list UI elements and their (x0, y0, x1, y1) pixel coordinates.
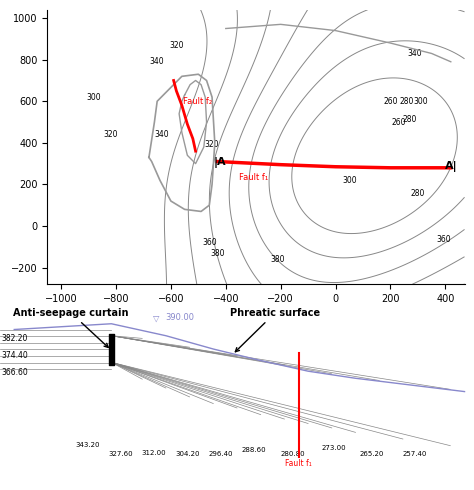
Text: 327.60: 327.60 (109, 451, 133, 457)
Text: 340: 340 (408, 49, 422, 58)
Text: 260: 260 (392, 118, 406, 126)
Text: 296.40: 296.40 (208, 451, 233, 457)
Text: Fault f₁: Fault f₁ (285, 459, 312, 468)
Text: 320: 320 (103, 130, 118, 139)
Text: 300: 300 (342, 176, 356, 185)
Text: Fault f₁: Fault f₁ (238, 173, 268, 182)
Text: 300: 300 (413, 97, 428, 106)
Text: 343.20: 343.20 (75, 442, 100, 448)
Text: 260: 260 (383, 97, 398, 106)
Text: 366.60: 366.60 (1, 368, 27, 377)
Text: 280.80: 280.80 (281, 451, 305, 457)
Text: 382.20: 382.20 (1, 334, 27, 343)
Text: Anti-seepage curtain: Anti-seepage curtain (13, 308, 129, 347)
Text: 304.20: 304.20 (175, 451, 200, 457)
Text: 300: 300 (87, 93, 101, 101)
Text: 374.40: 374.40 (1, 351, 27, 360)
Text: 340: 340 (154, 130, 169, 139)
Text: 280: 280 (402, 116, 417, 124)
Text: A|: A| (445, 161, 457, 172)
Text: 380: 380 (271, 255, 285, 264)
Text: 257.40: 257.40 (402, 451, 427, 457)
Text: 380: 380 (210, 248, 225, 258)
Text: 280: 280 (400, 97, 414, 106)
Text: 390.00: 390.00 (165, 314, 194, 322)
Text: Phreatic surface: Phreatic surface (230, 308, 320, 352)
Text: 340: 340 (150, 57, 164, 66)
Text: ▽: ▽ (153, 314, 160, 322)
Text: |A: |A (214, 157, 227, 168)
Text: 320: 320 (205, 141, 219, 149)
Text: 360: 360 (202, 238, 217, 247)
Text: 288.60: 288.60 (241, 446, 266, 453)
Text: Fault f₂: Fault f₂ (183, 98, 212, 106)
Text: 280: 280 (410, 189, 425, 198)
Text: 273.00: 273.00 (322, 445, 346, 451)
Text: 265.20: 265.20 (360, 451, 384, 457)
Text: 312.00: 312.00 (142, 450, 166, 456)
Text: 320: 320 (169, 41, 183, 49)
Text: 360: 360 (437, 235, 451, 244)
